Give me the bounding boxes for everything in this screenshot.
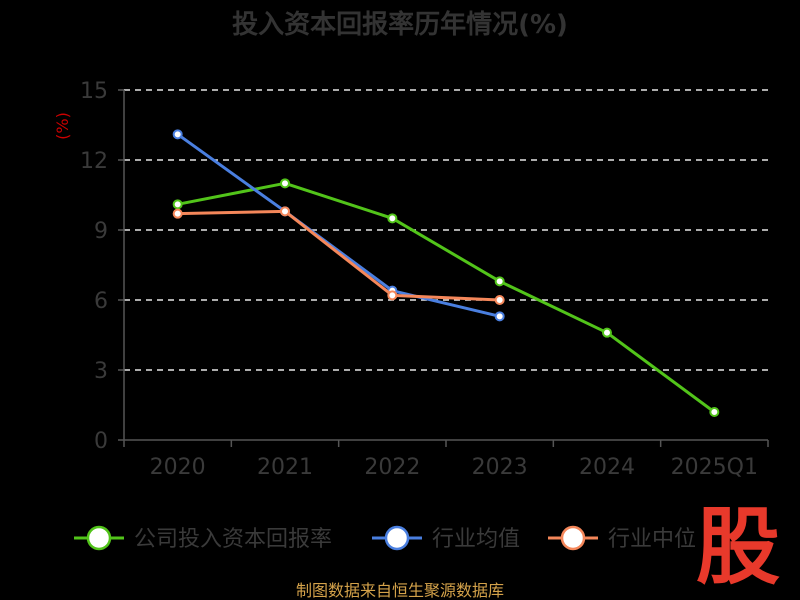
legend-marker-0 (86, 525, 112, 551)
grid-lines (118, 89, 768, 441)
series-0 (172, 178, 720, 417)
legend-label-2: 行业中位 (608, 527, 696, 552)
series-line-0 (177, 181, 716, 414)
y-tick-labels: 0 3 6 9 12 15 (80, 79, 108, 454)
legend[interactable]: 公司投入资本回报率 行业均值 行业中位 (74, 525, 696, 552)
data-point-1-2020 (172, 129, 183, 140)
data-point-2-2023 (494, 295, 505, 305)
series-2 (172, 206, 505, 305)
legend-label-0: 公司投入资本回报率 (134, 527, 332, 552)
y-tick-label-9: 9 (94, 219, 108, 244)
y-tick-label-6: 6 (94, 289, 108, 314)
y-tick-label-3: 3 (94, 359, 108, 384)
series-1 (172, 129, 505, 322)
y-axis-label: (%) (53, 112, 72, 140)
y-tick-label-12: 12 (80, 149, 108, 174)
legend-item-0[interactable]: 公司投入资本回报率 (74, 525, 332, 552)
data-point-0-2023 (494, 276, 505, 287)
data-point-2-2020 (172, 208, 183, 219)
y-tick-label-0: 0 (94, 429, 108, 454)
x-tick-labels: 2020 2021 2022 2023 2024 2025Q1 (150, 455, 758, 480)
axes (123, 90, 769, 447)
legend-item-1[interactable]: 行业均值 (372, 525, 520, 552)
legend-marker-2 (560, 525, 586, 551)
data-point-0-2020 (172, 199, 183, 210)
watermark-logo: 股 (696, 498, 780, 596)
data-point-2-2022 (387, 290, 398, 301)
chart-title: 投入资本回报率历年情况(%) (232, 9, 568, 40)
x-tick-label-2021: 2021 (257, 455, 313, 480)
x-tick-label-2025Q1: 2025Q1 (671, 455, 758, 480)
legend-marker-1 (384, 525, 410, 551)
legend-label-1: 行业均值 (432, 527, 520, 552)
series-lines (172, 129, 720, 417)
data-point-2-2021 (280, 206, 290, 217)
data-point-0-2022 (387, 213, 398, 224)
x-tick-label-2020: 2020 (150, 455, 206, 480)
legend-item-2[interactable]: 行业中位 (548, 525, 696, 552)
series-line-2 (177, 209, 500, 302)
data-point-0-2024 (602, 327, 612, 338)
x-tick-label-2023: 2023 (472, 455, 528, 480)
data-source-note: 制图数据来自恒生聚源数据库 (296, 581, 504, 600)
x-tick-label-2022: 2022 (364, 455, 420, 480)
x-tick-label-2024: 2024 (579, 455, 635, 480)
data-point-0-2021 (280, 178, 290, 189)
series-line-1 (176, 133, 501, 318)
data-point-0-2025Q1 (709, 407, 720, 417)
y-tick-label-15: 15 (80, 79, 108, 104)
data-point-1-2023 (494, 311, 505, 322)
